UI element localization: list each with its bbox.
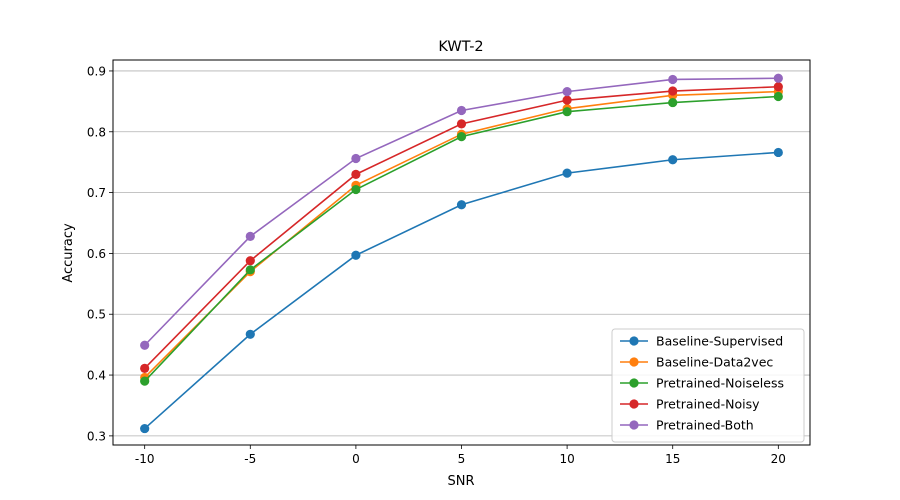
data-point	[773, 82, 783, 92]
data-point	[140, 423, 150, 434]
data-point	[562, 87, 572, 97]
data-point	[140, 376, 150, 386]
series-pretrained-noiseless	[140, 91, 783, 386]
series-pretrained-noisy	[140, 82, 783, 373]
x-tick-label: 5	[458, 452, 466, 466]
x-tick-label: 15	[665, 452, 680, 466]
legend-box	[611, 328, 805, 443]
data-point	[668, 97, 678, 108]
x-axis: -10 -5 0 5 10 15 20	[135, 445, 786, 466]
data-point	[773, 147, 783, 158]
legend-item: Pretrained-Noisy	[620, 397, 760, 412]
chart-title: KWT-2	[438, 39, 483, 55]
data-point	[456, 119, 467, 129]
legend-label: Baseline-Data2vec	[656, 355, 773, 370]
legend-item: Pretrained-Both	[620, 418, 754, 433]
y-tick-label: 0.8	[87, 125, 106, 139]
y-tick-label: 0.3	[87, 429, 106, 443]
x-tick-label: -10	[135, 452, 155, 466]
legend-marker	[629, 378, 639, 388]
legend-label: Pretrained-Noiseless	[656, 376, 784, 391]
data-point	[773, 73, 783, 83]
legend-marker	[629, 357, 639, 367]
x-axis-label: SNR	[447, 474, 474, 489]
data-point	[562, 95, 572, 105]
data-point	[668, 74, 678, 85]
data-point	[245, 256, 255, 266]
y-tick-label: 0.6	[87, 247, 106, 261]
series-line	[144, 85, 779, 369]
data-point	[773, 91, 783, 102]
data-point	[245, 231, 255, 241]
series-line	[144, 77, 779, 346]
data-point	[351, 153, 361, 164]
data-point	[562, 168, 572, 178]
legend-label: Baseline-Supervised	[656, 334, 783, 349]
data-series	[140, 73, 783, 434]
y-tick-label: 0.7	[87, 186, 106, 200]
x-tick-label: -5	[244, 452, 256, 466]
data-point	[668, 86, 678, 96]
y-axis: 0.3 0.4 0.5 0.6 0.7 0.8 0.9	[87, 64, 113, 443]
y-tick-label: 0.5	[87, 308, 106, 322]
x-tick-label: 10	[559, 452, 574, 466]
data-point	[351, 184, 361, 195]
legend-item: Baseline-Data2vec	[620, 355, 773, 370]
data-point	[351, 250, 361, 260]
data-point	[245, 265, 255, 275]
series-pretrained-both	[140, 73, 783, 350]
data-point	[140, 340, 150, 350]
y-tick-label: 0.4	[87, 369, 106, 383]
x-tick-label: 20	[771, 452, 786, 466]
legend-marker	[629, 399, 639, 409]
legend-label: Pretrained-Both	[656, 418, 754, 433]
data-point	[456, 132, 467, 142]
legend-marker	[629, 336, 639, 346]
series-baseline-supervised	[140, 147, 783, 434]
legend-item: Baseline-Supervised	[620, 334, 783, 349]
legend-label: Pretrained-Noisy	[656, 397, 760, 412]
y-tick-label: 0.9	[87, 64, 106, 78]
legend: Baseline-Supervised Baseline-Data2vec Pret…	[611, 328, 805, 443]
legend-marker	[629, 420, 639, 430]
data-point	[562, 107, 572, 117]
data-point	[351, 169, 361, 179]
x-tick-label: 0	[352, 452, 360, 466]
data-point	[245, 329, 255, 339]
data-point	[668, 155, 678, 165]
y-axis-label: Accuracy	[61, 223, 76, 283]
legend-item: Pretrained-Noiseless	[620, 376, 784, 391]
data-point	[456, 200, 467, 210]
data-point	[456, 105, 467, 116]
data-point	[140, 363, 150, 373]
